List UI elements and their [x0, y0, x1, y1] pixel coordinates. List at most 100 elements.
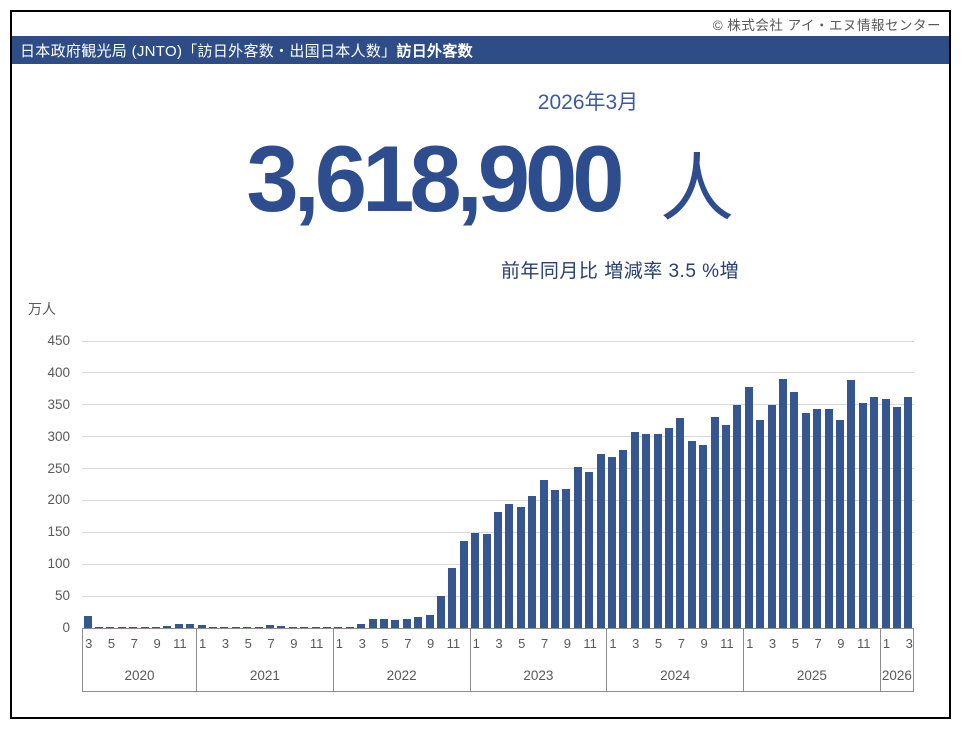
- month-tick-label: 9: [153, 636, 161, 651]
- month-tick-label: 1: [335, 636, 344, 651]
- bar-2025-02: [756, 420, 765, 628]
- year-label: 2026: [881, 668, 912, 683]
- year-group-2025: 1 3 5 7 9 11 2025: [743, 629, 880, 692]
- month-tick-label: 5: [244, 636, 252, 651]
- bar-2023-06: [528, 495, 537, 628]
- y-tick-label: 400: [47, 364, 70, 380]
- y-tick-label: 300: [47, 428, 70, 444]
- bar-2022-02: [345, 626, 354, 628]
- bar-2025-10: [847, 379, 856, 628]
- gridline: [82, 499, 914, 501]
- y-tick-label: 250: [47, 460, 70, 476]
- bar-2024-11: [721, 424, 730, 628]
- headline-comparison: 前年同月比 増減率 3.5 %増: [500, 261, 740, 282]
- month-tick-label: 11: [309, 636, 324, 651]
- month-tick-label: 11: [173, 636, 187, 651]
- bar-2022-03: [357, 623, 366, 628]
- bar-2022-08: [414, 617, 423, 628]
- bar-2024-03: [630, 431, 639, 628]
- year-group-2021: 1 3 5 7 9 11 2021: [195, 629, 333, 692]
- month-tick-label: 1: [199, 636, 207, 651]
- bar-2025-07: [813, 408, 822, 628]
- year-group-2023: 1 3 5 7 9 11 2023: [469, 629, 607, 692]
- bar-2024-01: [607, 456, 616, 628]
- bar-2021-12: [323, 627, 332, 628]
- month-tick-label: 5: [791, 636, 799, 651]
- year-group-2024: 1 3 5 7 9 11 2024: [606, 629, 743, 692]
- window-border: [10, 10, 951, 719]
- month-tick-label: 3: [495, 636, 503, 651]
- bar-2020-05: [106, 627, 115, 628]
- month-tick-label: 7: [677, 636, 685, 651]
- bar-2021-01: [197, 625, 206, 628]
- bar-2025-01: [744, 386, 753, 628]
- month-tick-label: 9: [700, 636, 708, 651]
- y-axis-tick-labels: 0 50 100 150 200 250 300 350 400 450: [0, 0, 70, 731]
- y-tick-label: 200: [47, 492, 70, 508]
- year-label: 2020: [124, 668, 155, 683]
- month-tick-label: 7: [130, 636, 138, 651]
- gridline: [82, 404, 914, 406]
- bar-2020-07: [129, 627, 138, 628]
- bar-2022-05: [380, 618, 389, 628]
- bar-2020-03: [83, 615, 92, 628]
- bar-2024-04: [642, 433, 651, 628]
- month-tick-label: 9: [837, 636, 845, 651]
- month-tick-label: 11: [720, 636, 734, 651]
- month-tick-label: 9: [290, 636, 298, 651]
- bar-2023-05: [516, 506, 525, 628]
- y-tick-label: 350: [47, 396, 70, 412]
- bar-2023-12: [596, 453, 605, 628]
- bar-2020-12: [186, 624, 195, 628]
- month-tick-label: 3: [221, 636, 230, 651]
- y-tick-label: 50: [54, 588, 70, 604]
- headline-row: 3,618,900 人: [0, 129, 963, 240]
- title-source-label: 日本政府観光局 (JNTO)「訪日外客数・出国日本人数」: [20, 42, 397, 60]
- month-tick-label: 11: [583, 636, 597, 651]
- bar-2025-05: [790, 392, 799, 628]
- bar-2025-11: [858, 402, 867, 628]
- gridline: [82, 468, 914, 470]
- month-tick-label: 9: [563, 636, 571, 651]
- year-group-2026: 1 3 2026: [879, 629, 914, 692]
- bar-2025-04: [778, 378, 787, 628]
- month-tick-label: 1: [472, 636, 480, 651]
- year-label: 2024: [660, 668, 691, 683]
- bar-chart-plot-area: [82, 340, 914, 628]
- bar-2021-08: [277, 626, 286, 628]
- bar-2020-04: [95, 627, 104, 628]
- bar-2023-07: [539, 479, 548, 628]
- month-tick-label: 7: [267, 636, 275, 651]
- month-tick-label: 5: [107, 636, 116, 651]
- bar-2021-02: [209, 627, 218, 628]
- month-tick-label: 5: [518, 636, 526, 651]
- month-tick-label: 1: [882, 636, 891, 651]
- year-group-2022: 1 3 5 7 9 11 2022: [332, 629, 470, 692]
- y-tick-label: 150: [47, 524, 70, 540]
- month-tick-label: 5: [654, 636, 663, 651]
- month-tick-label: 3: [905, 636, 913, 651]
- month-tick-label: 3: [85, 636, 93, 651]
- bar-2024-12: [733, 405, 742, 628]
- bar-2022-06: [391, 620, 400, 628]
- headline-unit: 人: [660, 147, 734, 230]
- bar-2022-09: [425, 614, 434, 628]
- headline-period: 2026年3月: [537, 91, 639, 114]
- copyright-text: © 株式会社 アイ・エヌ情報センター: [712, 18, 941, 33]
- bar-2023-01: [471, 532, 480, 628]
- year-label: 2025: [796, 668, 827, 683]
- bar-2025-08: [824, 409, 833, 628]
- month-tick-label: 3: [632, 636, 640, 651]
- y-tick-label: 0: [62, 620, 70, 635]
- bar-2024-02: [619, 450, 628, 628]
- bar-2025-06: [801, 412, 810, 628]
- bar-2024-09: [699, 444, 708, 628]
- bar-2026-02: [892, 407, 901, 628]
- gridline: [82, 372, 914, 374]
- title-metric-label: 訪日外客数: [396, 42, 473, 60]
- bar-2024-08: [687, 440, 696, 628]
- gridline: [82, 340, 914, 342]
- bar-2024-05: [653, 434, 662, 628]
- bar-2023-04: [505, 503, 514, 628]
- month-tick-label: 5: [381, 636, 389, 651]
